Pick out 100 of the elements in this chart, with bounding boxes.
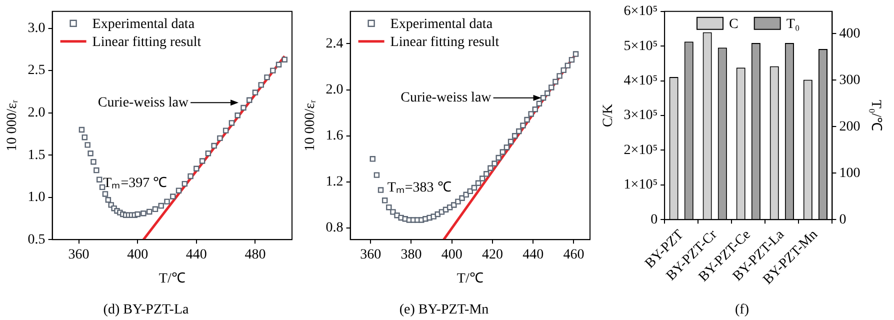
point: [217, 135, 223, 142]
x-tick-label: 460: [563, 248, 584, 263]
y-tick-label: 6×10⁵: [624, 4, 658, 20]
point: [475, 180, 482, 186]
point: [496, 154, 502, 161]
y-tick-label: 3.0: [28, 20, 46, 36]
point: [140, 210, 146, 216]
y-tick-label: 1.5: [28, 148, 46, 163]
point: [524, 116, 530, 123]
y-tick-label: 0.8: [326, 220, 344, 236]
annotation: Curie-weiss law: [400, 90, 492, 106]
text: (f): [735, 302, 750, 318]
y-tick-label: 1.0: [28, 190, 46, 206]
annotation: Tₘ=383 ℃: [387, 180, 452, 196]
point: [240, 104, 246, 111]
point: [382, 198, 388, 204]
y-tick-label: 2×10⁵: [624, 142, 658, 158]
y2-axis-title: T₀/℃: [868, 100, 883, 132]
text: (e) BY-PZT-Mn: [399, 302, 489, 318]
point: [94, 167, 100, 174]
y-axis-title: 10 000/εᵣ: [5, 100, 20, 152]
point: [152, 206, 158, 212]
x-tick-label: 400: [441, 248, 462, 263]
x-tick-label: 400: [127, 248, 148, 263]
x-tick-label: 480: [244, 248, 266, 263]
y-tick-label: 2.0: [28, 105, 46, 120]
y-tick-label: 3×10⁵: [624, 108, 658, 124]
y-tick-label: 2.0: [326, 82, 344, 98]
y-tick-label: 5×10⁵: [624, 38, 658, 54]
point: [370, 156, 376, 162]
point: [488, 165, 494, 172]
point: [246, 97, 252, 104]
point: [548, 84, 554, 90]
point: [88, 150, 94, 156]
annotation: Tₘ=397 ℃: [103, 176, 168, 191]
point: [516, 128, 522, 134]
point: [471, 184, 478, 191]
point: [374, 172, 380, 178]
point: [479, 176, 486, 182]
point: [252, 90, 258, 96]
point: [378, 187, 384, 193]
point: [430, 214, 436, 220]
point: [188, 173, 194, 180]
legend-label: Experimental data: [92, 17, 196, 32]
point: [504, 144, 510, 150]
x-tick-label: 440: [522, 248, 544, 263]
point: [282, 56, 288, 62]
point: [463, 192, 469, 198]
point: [270, 68, 276, 74]
point: [500, 149, 506, 155]
legend-label: Linear fitting result: [390, 35, 500, 50]
y-tick-label: 1×10⁵: [624, 178, 658, 193]
point: [556, 73, 562, 79]
y2-tick-label: 400: [839, 26, 860, 42]
y-tick-label: 0.5: [28, 232, 46, 248]
x-axis-title: T/℃: [158, 271, 186, 286]
point: [532, 106, 538, 112]
point: [96, 176, 102, 182]
point: [170, 194, 176, 200]
point: [105, 197, 112, 203]
point: [194, 166, 200, 172]
point: [158, 202, 164, 209]
y-tick-label: 2.5: [28, 63, 46, 78]
y2-tick-label: 0: [839, 212, 846, 228]
point: [258, 82, 264, 88]
point: [512, 133, 518, 139]
point: [540, 94, 546, 101]
point: [211, 142, 217, 149]
point: [455, 198, 461, 204]
point: [459, 195, 465, 201]
point: [102, 191, 108, 197]
point: [451, 202, 457, 208]
y-tick-label: 4×10⁵: [624, 73, 658, 88]
point: [544, 90, 550, 96]
point: [484, 171, 490, 177]
point: [176, 188, 182, 194]
point: [234, 112, 240, 118]
point: [264, 74, 270, 80]
x-tick-label: 360: [360, 248, 382, 263]
y-tick-label: 1.2: [326, 174, 344, 190]
point: [568, 56, 575, 63]
x-tick-label: 440: [186, 248, 207, 263]
legend-label: Experimental data: [390, 17, 494, 32]
point: [164, 198, 170, 204]
point: [520, 122, 526, 128]
point: [508, 138, 514, 144]
y2-tick-label: 200: [839, 119, 860, 134]
point: [199, 158, 206, 164]
point: [228, 120, 235, 126]
y-axis-title: C/K: [601, 104, 616, 128]
point: [134, 211, 140, 218]
point: [564, 62, 571, 68]
legend-label: Linear fitting result: [92, 35, 202, 50]
point: [276, 62, 282, 68]
y-tick-label: 1.6: [326, 128, 344, 144]
point: [222, 128, 229, 134]
point: [182, 180, 188, 187]
point: [560, 67, 566, 74]
y2-tick-label: 100: [839, 166, 860, 181]
point: [572, 51, 579, 57]
